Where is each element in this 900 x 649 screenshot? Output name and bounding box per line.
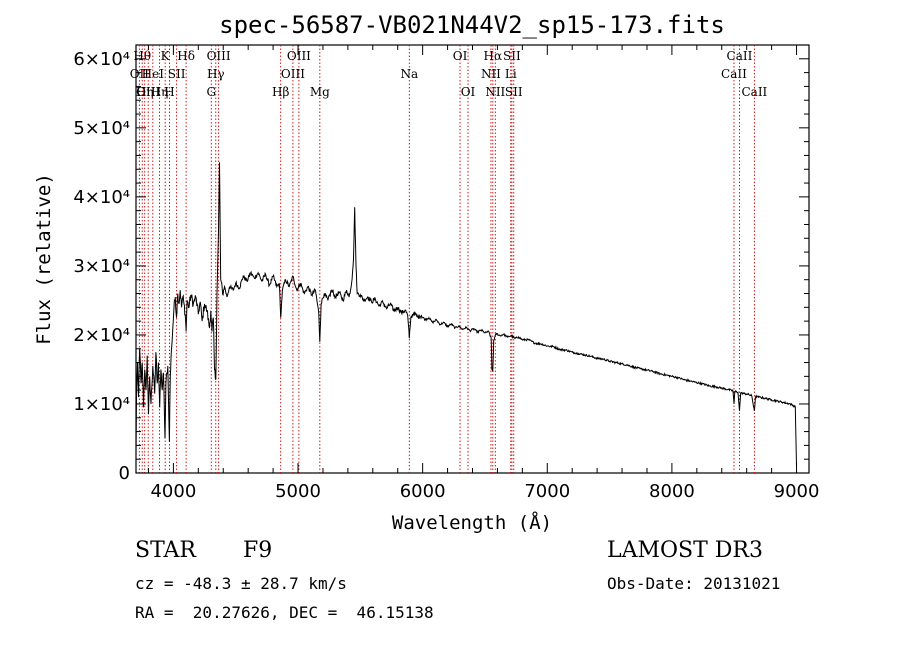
object-class: STAR (135, 538, 196, 563)
marker-label-26: CaII (721, 67, 747, 81)
coordinates: RA = 20.27626, DEC = 46.15138 (135, 603, 434, 622)
marker-label-2: Hη (136, 85, 154, 99)
marker-label-3: OIII (136, 85, 160, 99)
marker-label-13: Hβ (272, 85, 289, 99)
marker-label-1: Hθ (133, 49, 151, 63)
marker-label-18: OI (453, 49, 468, 63)
marker-label-11: Hγ (207, 67, 225, 81)
x-tick-label-1: 5000 (275, 481, 321, 502)
marker-label-24: SII (503, 49, 521, 63)
marker-label-27: CaII (727, 49, 753, 63)
marker-label-23: Li (505, 67, 517, 81)
marker-label-12: OIII (207, 49, 231, 63)
object-subclass: F9 (243, 538, 273, 563)
plot-frame (135, 44, 810, 474)
axis-ticks: 4000 5000 6000 7000 8000 9000 0 1×10⁴ 2×10⁴ 3×10⁴… (73, 45, 819, 502)
marker-label-14: OIII (281, 67, 305, 81)
marker-label-15: OIII (287, 49, 311, 63)
observation-date: Obs-Date: 20131021 (607, 574, 781, 593)
marker-label-10: G (206, 85, 216, 99)
y-tick-label-0: 0 (119, 463, 130, 484)
survey-name: LAMOST DR3 (607, 538, 763, 563)
marker-label-25: SII (505, 85, 523, 99)
marker-label-16: Mg (310, 85, 330, 99)
y-tick-label-1: 1×10⁴ (73, 394, 130, 415)
x-axis-label: Wavelength (Å) (392, 511, 552, 534)
y-tick-label-6: 6×10⁴ (73, 49, 130, 70)
y-tick-label-5: 5×10⁴ (73, 118, 130, 139)
marker-label-7: H (164, 85, 174, 99)
marker-label-17: Na (400, 67, 418, 81)
y-tick-label-2: 2×10⁴ (73, 325, 130, 346)
emission-line-markers: OIIHθHηOIIIHeIHηKHSIIHδGHγOIIIHβOIIIOIII… (130, 45, 768, 473)
y-axis-label: Flux (relative) (33, 173, 55, 345)
spectrum-chart: spec-56587-VB021N44V2_sp15-173.fits OIIH… (33, 11, 819, 534)
marker-label-21: Hα (484, 49, 503, 63)
x-tick-label-3: 7000 (524, 481, 570, 502)
marker-label-6: K (161, 49, 171, 63)
marker-label-19: OI (461, 85, 476, 99)
marker-label-9: Hδ (177, 49, 195, 63)
y-tick-label-4: 4×10⁴ (73, 187, 130, 208)
marker-label-20: NII (481, 67, 501, 81)
marker-label-22: NII (485, 85, 505, 99)
marker-label-5: Hη (151, 85, 169, 99)
y-tick-label-3: 3×10⁴ (73, 256, 130, 277)
x-tick-label-4: 8000 (649, 481, 695, 502)
redshift-value: cz = -48.3 ± 28.7 km/s (135, 574, 347, 593)
x-tick-label-5: 9000 (774, 481, 820, 502)
x-tick-label-2: 6000 (400, 481, 446, 502)
spectrum-line (135, 162, 797, 467)
marker-label-4: HeI (142, 67, 165, 81)
x-tick-label-0: 4000 (150, 481, 196, 502)
marker-label-28: CaII (741, 85, 767, 99)
chart-title: spec-56587-VB021N44V2_sp15-173.fits (219, 11, 725, 39)
marker-label-8: SII (168, 67, 186, 81)
